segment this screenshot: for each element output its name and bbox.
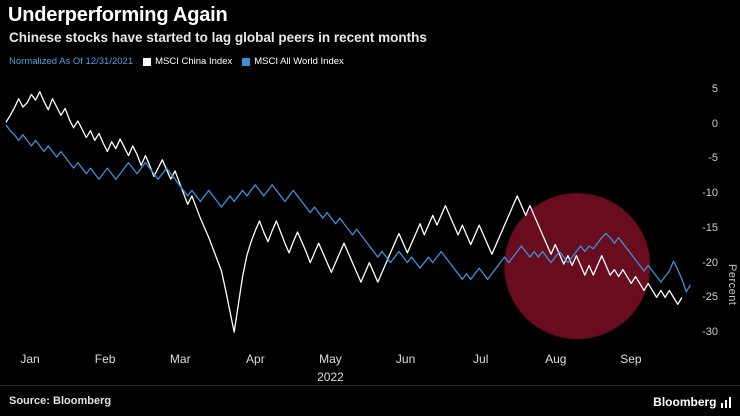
brand-label: Bloomberg <box>653 395 717 409</box>
x-tick-label: Aug <box>545 352 567 366</box>
legend-label-china: MSCI China Index <box>155 56 233 67</box>
x-tick-label: Jun <box>395 352 416 366</box>
legend-swatch-china <box>143 57 152 66</box>
bloomberg-logo-icon <box>720 396 731 408</box>
source-label: Source: Bloomberg <box>9 395 112 407</box>
series-line-china <box>5 91 683 333</box>
x-tick-label: Apr <box>246 352 265 366</box>
y-tick-label: -30 <box>702 326 718 339</box>
footer-divider <box>0 385 740 386</box>
x-tick-label: May <box>319 352 342 366</box>
x-tick-label: Feb <box>94 352 116 366</box>
legend-item-china: MSCI China Index <box>143 56 232 67</box>
x-tick-label: Mar <box>169 352 191 366</box>
y-axis-title: Percent <box>726 264 738 306</box>
series-line-all-world <box>5 124 692 293</box>
plot-area: Percent 5 0 -5 -10 -15 -20 -25 -30 <box>0 74 740 350</box>
y-tick-label: -15 <box>702 221 718 234</box>
y-tick-label: -10 <box>702 187 718 200</box>
x-axis-year-label: 2022 <box>317 370 344 384</box>
y-tick-label: -25 <box>702 291 718 304</box>
page-subtitle: Chinese stocks have started to lag globa… <box>9 30 427 45</box>
legend-item-all-world: MSCI All World Index <box>242 56 344 67</box>
bloomberg-brand: Bloomberg <box>653 395 731 409</box>
y-tick-label: -5 <box>708 152 718 165</box>
x-tick-label: Jan <box>20 352 40 366</box>
legend-label-all-world: MSCI All World Index <box>254 56 344 67</box>
y-tick-label: -20 <box>702 256 718 269</box>
x-tick-label: Sep <box>620 352 642 366</box>
x-axis-ticks: Jan Feb Mar Apr May Jun Jul Aug Sep 2022 <box>0 352 740 392</box>
chart-legend: Normalized As Of 12/31/2021 MSCI China I… <box>9 56 344 67</box>
y-tick-label: 0 <box>711 117 718 130</box>
y-tick-label: 5 <box>711 82 718 95</box>
chart-svg <box>5 91 692 340</box>
page-title: Underperforming Again <box>8 4 228 26</box>
legend-normalization-note: Normalized As Of 12/31/2021 <box>9 56 134 67</box>
x-tick-label: Jul <box>473 352 489 366</box>
legend-swatch-all-world <box>242 57 251 66</box>
